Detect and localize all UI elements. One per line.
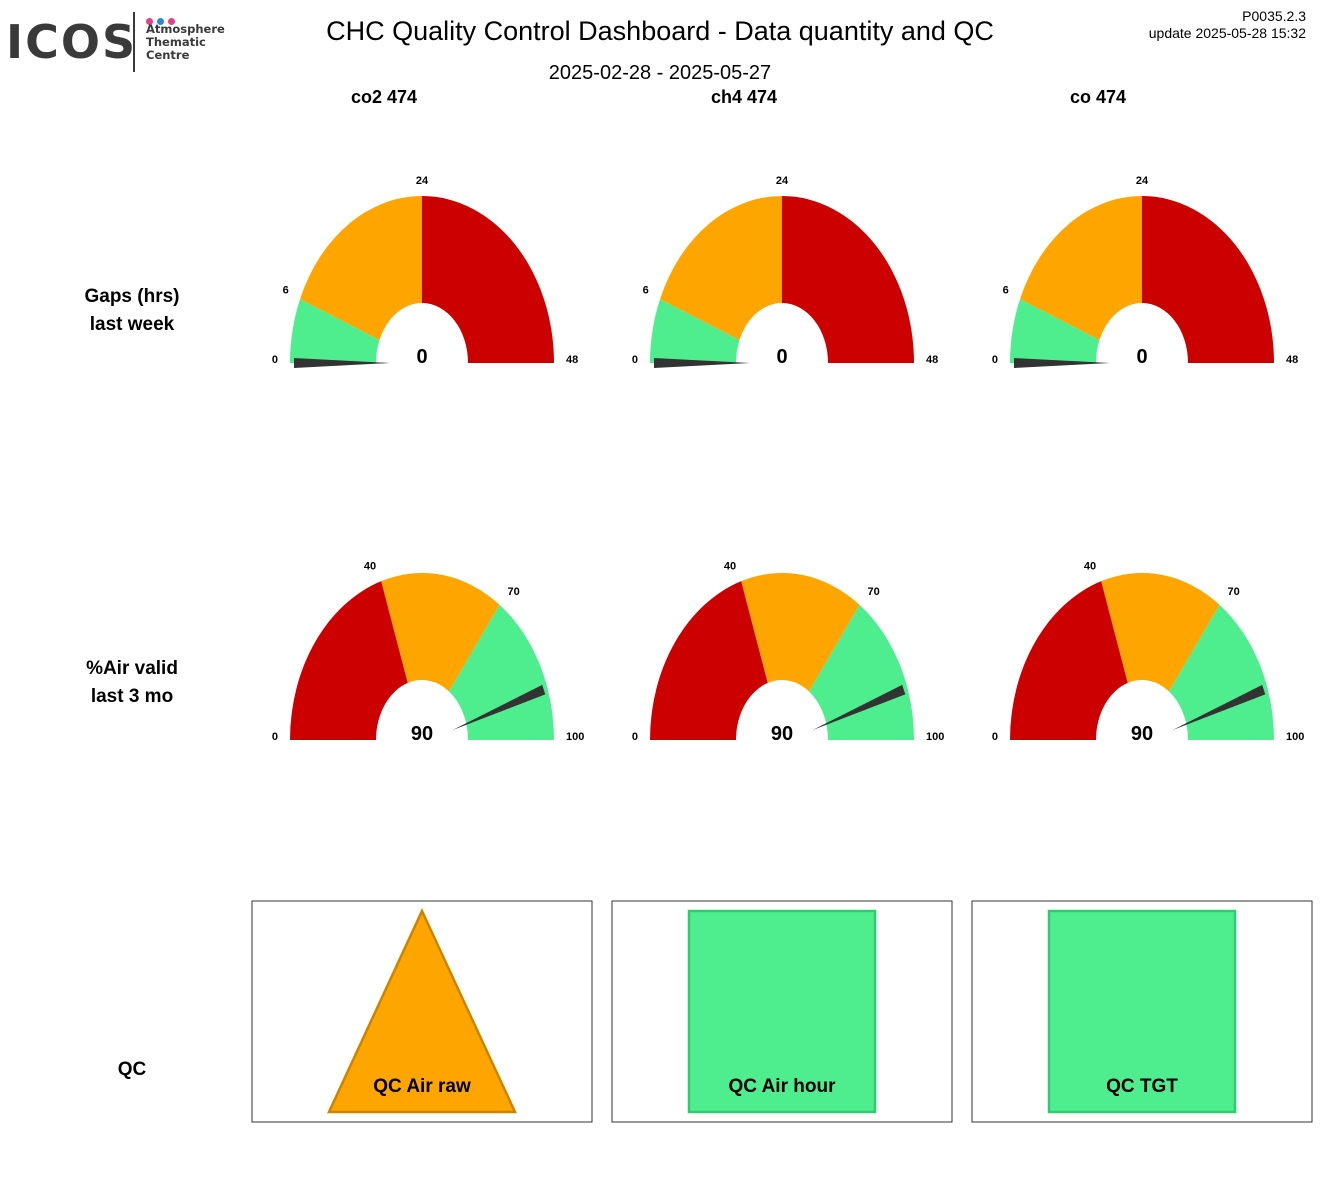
gauge-band — [381, 573, 500, 692]
gauge-band — [650, 581, 768, 740]
gauge-tick-label: 100 — [926, 731, 944, 743]
gauge-tick-label: 40 — [724, 561, 736, 573]
gauge-band — [660, 196, 782, 341]
logo-subtitle-line: Centre — [146, 48, 190, 62]
gauge-band — [1010, 581, 1128, 740]
gauge-tick-label: 100 — [566, 731, 584, 743]
gauge-gaps-co: 0 6 24 48 0 — [992, 175, 1298, 368]
version-info: P0035.2.3 update 2025-05-28 15:32 — [1149, 8, 1306, 42]
gauge-tick-label: 0 — [992, 731, 998, 743]
logo-dot — [157, 18, 164, 25]
qc-panel-qc-air-raw: QC Air raw — [251, 900, 593, 1123]
gauge-tick-label: 48 — [926, 354, 938, 366]
gauge-tick-label: 24 — [1136, 175, 1149, 187]
gauge-gaps-ch4: 0 6 24 48 0 — [632, 175, 938, 368]
gauge-tick-label: 0 — [632, 354, 638, 366]
column-header-co: co 474 — [1069, 87, 1127, 107]
gauge-tick-label: 0 — [632, 731, 638, 743]
gauge-tick-label: 70 — [867, 586, 879, 598]
column-header-ch4: ch4 474 — [710, 87, 778, 107]
gauge-band — [782, 196, 914, 363]
gauge-tick-label: 6 — [1003, 284, 1009, 296]
gauge-tick-label: 70 — [507, 586, 519, 598]
gauge-band — [290, 299, 380, 363]
logo-subtitle-line: Thematic — [146, 35, 206, 49]
update-timestamp: update 2025-05-28 15:32 — [1148, 25, 1306, 41]
gauge-tick-label: 6 — [643, 284, 649, 296]
date-range: 2025-02-28 - 2025-05-27 — [548, 62, 772, 84]
row-label-line: last 3 mo — [90, 686, 174, 707]
logo-divider — [133, 12, 135, 72]
gauge-value-label: 0 — [416, 346, 427, 368]
row-label-line: Gaps (hrs) — [84, 286, 180, 307]
logo-dot — [168, 18, 175, 25]
row-label-qc: QC — [117, 1059, 147, 1080]
gauge-tick-label: 0 — [272, 354, 278, 366]
gauge-tick-label: 48 — [566, 354, 578, 366]
gauge-value-label: 90 — [1131, 723, 1153, 745]
gauge-band — [290, 581, 408, 740]
gauge-band — [1142, 196, 1274, 363]
page-title: CHC Quality Control Dashboard - Data qua… — [326, 16, 994, 46]
gauge-value-label: 0 — [776, 346, 787, 368]
gauge-tick-label: 24 — [416, 175, 429, 187]
gauge-value-label: 90 — [771, 723, 793, 745]
gauge-tick-label: 24 — [776, 175, 789, 187]
logo-subtitle-line: Atmosphere — [146, 22, 225, 36]
gauge-tick-label: 70 — [1227, 586, 1239, 598]
row-label-line: %Air valid — [86, 658, 178, 679]
gauge-air-valid-co: 0 40 70 100 90 — [992, 561, 1304, 745]
gauge-band — [300, 196, 422, 341]
gauge-tick-label: 40 — [1084, 561, 1096, 573]
gauge-needle — [1014, 358, 1110, 368]
gauge-band — [1169, 604, 1274, 740]
qc-status-square — [687, 909, 877, 1114]
gauge-value-label: 90 — [411, 723, 433, 745]
gauge-band — [422, 196, 554, 363]
logo-text: ICOS — [6, 15, 138, 69]
row-label-air-valid: %Air valid last 3 mo — [32, 655, 232, 711]
qc-status-triangle — [327, 908, 517, 1114]
row-label-line: last week — [89, 314, 175, 335]
qc-panel-qc-air-hour: QC Air hour — [611, 900, 953, 1123]
gauge-needle — [294, 358, 390, 368]
icos-logo: ICOS Atmosphere Thematic Centre — [6, 8, 236, 78]
gauge-band — [1101, 573, 1220, 692]
gauge-air-valid-ch4: 0 40 70 100 90 — [632, 561, 944, 745]
qc-indicator-label: QC Air raw — [373, 1076, 471, 1097]
row-label-gaps: Gaps (hrs) last week — [32, 283, 232, 339]
gauge-needle — [812, 684, 906, 731]
logo-dot — [146, 18, 153, 25]
gauge-band — [650, 299, 740, 363]
gauge-tick-label: 40 — [364, 561, 376, 573]
qc-indicator-label: QC Air hour — [729, 1076, 837, 1097]
gauge-tick-label: 6 — [283, 284, 289, 296]
gauge-needle — [1172, 684, 1266, 731]
gauge-tick-label: 0 — [272, 731, 278, 743]
gauge-band — [449, 604, 554, 740]
column-header-co2: co2 474 — [350, 87, 418, 107]
gauge-band — [1010, 299, 1100, 363]
version-number: P0035.2.3 — [1242, 8, 1306, 24]
gauge-gaps-co2: 0 6 24 48 0 — [272, 175, 578, 368]
gauge-tick-label: 48 — [1286, 354, 1298, 366]
gauge-needle — [452, 684, 546, 731]
qc-indicator-label: QC TGT — [1106, 1076, 1178, 1097]
gauge-band — [809, 604, 914, 740]
gauge-needle — [654, 358, 750, 368]
logo-dots — [146, 12, 179, 30]
qc-status-square — [1047, 909, 1237, 1114]
gauge-tick-label: 100 — [1286, 731, 1304, 743]
gauge-tick-label: 0 — [992, 354, 998, 366]
gauge-air-valid-co2: 0 40 70 100 90 — [272, 561, 584, 745]
gauge-band — [1020, 196, 1142, 341]
gauge-value-label: 0 — [1136, 346, 1147, 368]
qc-panel-qc-tgt: QC TGT — [971, 900, 1313, 1123]
gauge-band — [741, 573, 860, 692]
